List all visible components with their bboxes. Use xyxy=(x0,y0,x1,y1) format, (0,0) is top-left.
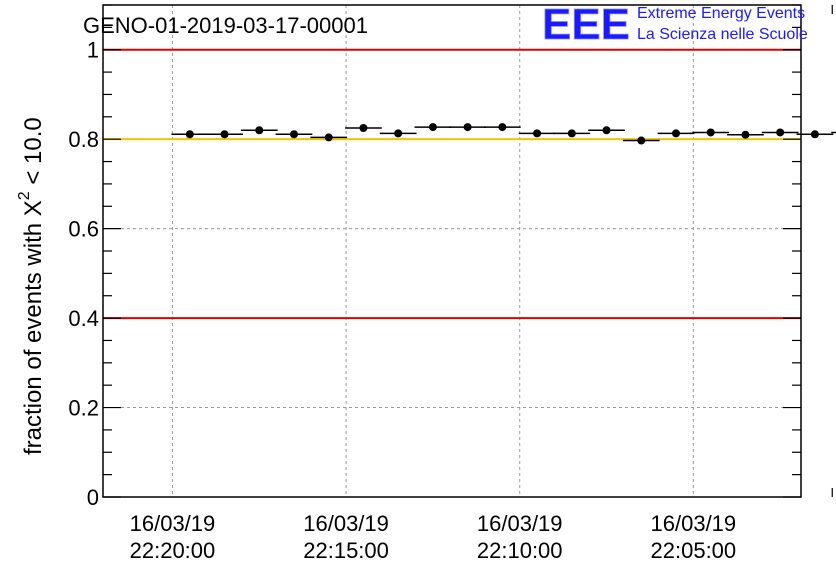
x-tick-label-time: 22:10:00 xyxy=(477,538,563,563)
data-point xyxy=(289,130,298,139)
grid xyxy=(103,5,801,497)
data-point xyxy=(810,130,819,139)
data-point xyxy=(602,126,611,135)
data-point xyxy=(220,130,229,139)
x-tick-label-date: 16/03/19 xyxy=(130,511,216,536)
x-tick-label-time: 22:05:00 xyxy=(651,538,737,563)
y-tick-label: 0.4 xyxy=(68,306,99,331)
x-tick-label-date: 16/03/19 xyxy=(303,511,389,536)
eee-logo-line2: La Scienza nelle Scuole xyxy=(637,26,808,43)
plot-frame xyxy=(102,4,802,498)
y-axis-label-superscript: 2 xyxy=(16,191,33,200)
y-axis-label: fraction of events with X2 < 10.0 xyxy=(16,117,47,455)
eee-logo-mark: EEE xyxy=(542,0,630,49)
data-point xyxy=(255,126,264,135)
data-point xyxy=(463,123,472,132)
x-tick-label-time: 22:20:00 xyxy=(130,538,216,563)
y-tick-label: 0 xyxy=(87,485,99,510)
y-axis-label-suffix: < 10.0 xyxy=(20,117,47,191)
x-tick-label-date: 16/03/19 xyxy=(477,511,563,536)
data-point xyxy=(706,128,715,137)
y-tick-label: 0.8 xyxy=(68,127,99,152)
data-point xyxy=(394,129,403,138)
eee-logo: EEE Extreme Energy Events La Scienza nel… xyxy=(542,0,808,49)
data-point xyxy=(428,123,437,132)
data-point xyxy=(533,129,542,138)
y-tick-label: 0.2 xyxy=(68,396,99,421)
data-series xyxy=(171,123,836,145)
axis-ticks xyxy=(103,4,833,498)
data-point xyxy=(359,124,368,132)
data-point xyxy=(324,133,333,142)
data-point xyxy=(741,130,750,139)
eee-logo-line1: Extreme Energy Events xyxy=(637,5,805,22)
x-tick-label-date: 16/03/19 xyxy=(651,511,737,536)
data-point xyxy=(671,129,680,138)
y-tick-label: 0.6 xyxy=(68,217,99,242)
data-point xyxy=(567,129,576,138)
y-tick-labels: 0 0.2 0.4 0.6 0.8 1 xyxy=(68,38,99,510)
data-point xyxy=(637,136,646,145)
data-point xyxy=(498,123,507,132)
reference-lines xyxy=(103,48,801,320)
x-tick-labels: 16/03/1922:05:0016/03/1922:10:0016/03/19… xyxy=(130,511,737,563)
chart-title: GENO-01-2019-03-17-00001 xyxy=(83,13,368,38)
x-tick-label-time: 22:15:00 xyxy=(303,538,389,563)
data-point xyxy=(776,128,785,137)
y-tick-label: 1 xyxy=(87,38,99,63)
data-point xyxy=(185,130,194,139)
